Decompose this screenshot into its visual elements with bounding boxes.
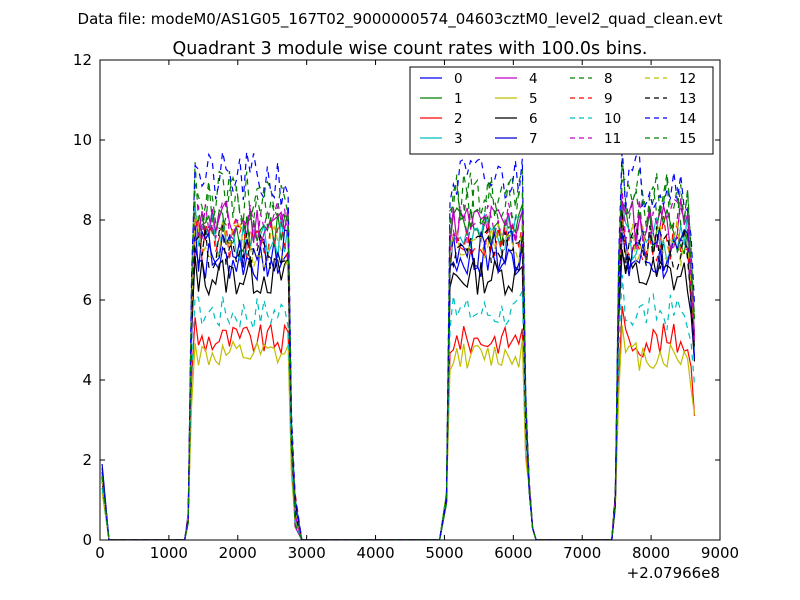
x-tick-label: 8000 — [632, 544, 670, 562]
series-line-7 — [101, 225, 696, 540]
legend-label-13: 13 — [679, 91, 696, 107]
legend-label-5: 5 — [529, 91, 538, 107]
series-layer — [101, 146, 696, 540]
series-line-15 — [101, 175, 696, 540]
y-tick-label: 2 — [82, 451, 92, 469]
x-tick-label: 7000 — [563, 544, 601, 562]
chart-title: Quadrant 3 module wise count rates with … — [173, 39, 648, 59]
x-tick-label: 4000 — [356, 544, 394, 562]
y-tick-label: 10 — [73, 131, 92, 149]
suptitle: Data file: modeM0/AS1G05_167T02_90000005… — [78, 10, 723, 29]
series-line-13 — [101, 209, 696, 540]
y-tick-label: 8 — [82, 211, 92, 229]
tick-layer: 0 1000 2000 3000 4000 5000 6000 7000 8000 9000 0 2 4… — [73, 51, 739, 562]
series-line-8 — [101, 158, 696, 540]
series-line-14 — [101, 146, 696, 540]
legend-label-2: 2 — [454, 111, 463, 127]
legend-label-8: 8 — [604, 71, 613, 87]
x-tick-label: 9000 — [701, 544, 739, 562]
series-line-6 — [101, 249, 696, 540]
y-tick-label: 0 — [82, 531, 92, 549]
legend-label-11: 11 — [604, 131, 621, 147]
series-line-2 — [101, 306, 696, 540]
x-tick-label: 2000 — [219, 544, 257, 562]
y-tick-label: 4 — [82, 371, 92, 389]
series-line-11 — [101, 190, 696, 540]
legend-label-4: 4 — [529, 71, 538, 87]
legend-label-14: 14 — [679, 111, 696, 127]
legend-label-9: 9 — [604, 91, 613, 107]
legend-box — [409, 66, 714, 155]
y-tick-label: 12 — [73, 51, 92, 69]
x-offset-label: +2.07966e8 — [627, 564, 720, 582]
legend-label-12: 12 — [679, 71, 696, 87]
y-tick-label: 6 — [82, 291, 92, 309]
x-tick-label: 3000 — [288, 544, 326, 562]
x-tick-label: 1000 — [150, 544, 188, 562]
legend-label-15: 15 — [679, 131, 696, 147]
legend-label-10: 10 — [604, 111, 621, 127]
x-tick-label: 0 — [95, 544, 105, 562]
legend-label-7: 7 — [529, 131, 538, 147]
legend-label-1: 1 — [454, 91, 463, 107]
legend-label-0: 0 — [454, 71, 463, 87]
legend-label-6: 6 — [529, 111, 538, 127]
series-line-10 — [101, 274, 696, 540]
legend-label-3: 3 — [454, 131, 463, 147]
x-tick-label: 5000 — [425, 544, 463, 562]
x-tick-label: 6000 — [494, 544, 532, 562]
series-line-5 — [101, 325, 696, 540]
